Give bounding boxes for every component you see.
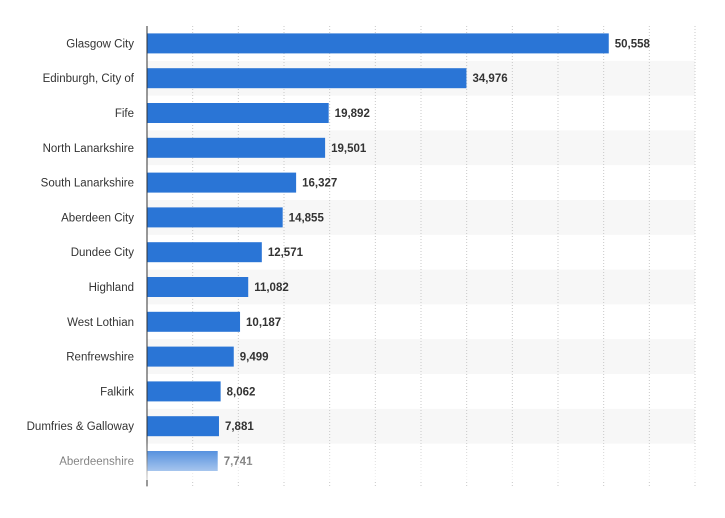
category-label: Falkirk [100,386,134,398]
value-label: 11,082 [254,282,289,294]
value-label: 19,892 [335,108,370,120]
category-label: Fife [115,108,134,120]
bar [147,103,329,123]
value-label: 7,741 [224,456,253,468]
category-label: North Lanarkshire [43,143,134,155]
category-labels: Glasgow City Edinburgh, City of Fife North … [27,38,135,468]
bar [147,451,218,471]
bar [147,242,262,263]
value-label: 19,501 [331,143,367,155]
category-label: West Lothian [67,317,134,329]
value-label: 50,558 [615,38,651,50]
value-label: 7,881 [225,421,254,433]
bar [147,311,241,332]
category-label: Glasgow City [66,38,134,50]
value-label: 34,976 [472,73,507,85]
category-label: Renfrewshire [66,352,134,364]
category-label: Highland [89,282,134,294]
category-label: South Lanarkshire [41,178,134,190]
category-label: Aberdeen City [61,212,134,224]
bar [147,137,326,158]
category-label: Aberdeenshire [59,456,134,468]
value-label: 16,327 [302,178,337,190]
bar [147,277,249,297]
category-label: Dundee City [71,247,135,259]
bar [147,207,283,228]
value-label: 12,571 [268,247,304,259]
category-label: Dumfries & Galloway [27,421,135,433]
value-labels: 50,558 34,976 19,892 19,501 16,327 14,855 12,5… [224,38,651,468]
category-label: Edinburgh, City of [43,73,135,85]
value-label: 10,187 [246,317,281,329]
bar [147,416,219,437]
bar [147,381,221,402]
bar [147,33,609,54]
value-label: 9,499 [240,352,269,364]
value-label: 14,855 [289,212,325,224]
value-label: 8,062 [227,386,256,398]
bar [147,172,297,193]
bar [147,346,234,367]
bar [147,68,467,89]
bars [147,33,609,471]
